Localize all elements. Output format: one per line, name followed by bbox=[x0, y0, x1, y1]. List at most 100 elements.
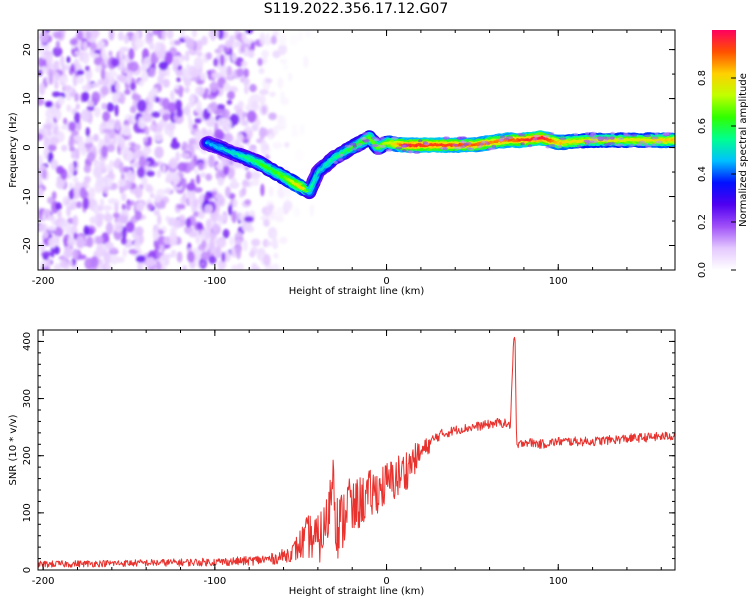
heatmap-cell bbox=[120, 92, 126, 105]
heatmap-cell bbox=[66, 56, 71, 64]
heatmap-cell bbox=[53, 263, 62, 270]
heatmap-cell bbox=[213, 129, 224, 140]
heatmap-cell bbox=[144, 126, 150, 136]
heatmap-cell bbox=[85, 30, 92, 40]
heatmap-cell bbox=[177, 214, 186, 228]
heatmap-cells bbox=[38, 30, 675, 270]
heatmap-cell bbox=[186, 182, 197, 192]
heatmap-cell bbox=[153, 131, 164, 142]
heatmap-cell bbox=[231, 52, 237, 63]
heatmap-cell bbox=[395, 146, 403, 150]
heatmap-cell bbox=[573, 132, 579, 136]
heatmap-cell bbox=[193, 187, 203, 193]
heatmap-cell bbox=[284, 142, 290, 148]
heatmap-cell bbox=[119, 161, 124, 174]
heatmap-cell bbox=[204, 228, 210, 241]
heatmap-cell bbox=[73, 176, 79, 183]
heatmap-cell bbox=[378, 144, 386, 148]
heatmap-cell bbox=[82, 197, 90, 210]
heatmap-cell bbox=[264, 36, 271, 44]
heatmap-cell bbox=[106, 102, 115, 112]
heatmap-cell bbox=[559, 137, 567, 141]
heatmap-cell bbox=[101, 47, 107, 60]
heatmap-cell bbox=[208, 255, 217, 265]
heatmap-cell bbox=[532, 137, 538, 141]
heatmap-cell bbox=[442, 147, 448, 151]
heatmap-cell bbox=[134, 186, 143, 199]
heatmap-cell bbox=[85, 68, 93, 81]
heatmap-cell bbox=[59, 55, 65, 67]
heatmap-cell bbox=[199, 72, 207, 81]
heatmap-cell bbox=[81, 91, 90, 102]
heatmap-cell bbox=[43, 123, 52, 130]
heatmap-cell bbox=[349, 142, 355, 146]
heatmap-cell bbox=[230, 246, 236, 256]
heatmap-cell bbox=[41, 243, 46, 252]
heatmap-cell bbox=[54, 123, 59, 136]
heatmap-cell bbox=[175, 151, 180, 163]
heatmap-cell bbox=[155, 41, 161, 53]
heatmap-cell bbox=[182, 192, 187, 204]
heatmap-cell bbox=[260, 183, 265, 197]
heatmap-cell bbox=[260, 139, 267, 153]
heatmap-cell bbox=[68, 189, 75, 200]
heatmap-cell bbox=[214, 202, 220, 214]
heatmap-cell bbox=[41, 213, 47, 222]
heatmap-cell bbox=[236, 68, 244, 77]
heatmap-cell bbox=[68, 182, 74, 190]
heatmap-cell bbox=[46, 226, 57, 232]
heatmap-cell bbox=[263, 219, 270, 227]
heatmap-cell bbox=[38, 57, 44, 68]
heatmap-cell bbox=[630, 133, 638, 137]
heatmap-cell bbox=[62, 196, 71, 207]
heatmap-cell bbox=[223, 163, 230, 176]
heatmap-cell bbox=[250, 171, 261, 180]
heatmap-cell bbox=[68, 260, 73, 267]
heatmap-cell bbox=[232, 199, 238, 208]
heatmap-cell bbox=[130, 82, 137, 91]
heatmap-cell bbox=[454, 146, 462, 150]
heatmap-cell bbox=[148, 67, 156, 78]
heatmap-cell bbox=[206, 52, 212, 60]
heatmap-cell bbox=[142, 113, 153, 123]
heatmap-cell bbox=[456, 136, 463, 140]
heatmap-cell bbox=[215, 163, 223, 169]
heatmap-cell bbox=[135, 255, 146, 263]
heatmap-cell bbox=[245, 125, 251, 132]
heatmap-cell bbox=[278, 33, 287, 47]
heatmap-cell bbox=[172, 58, 180, 68]
heatmap-cell bbox=[109, 253, 119, 265]
heatmap-cell bbox=[50, 247, 55, 258]
heatmap-cell bbox=[113, 212, 120, 219]
heatmap-cell bbox=[221, 214, 227, 222]
heatmap-cell bbox=[183, 106, 191, 116]
heatmap-cell bbox=[90, 256, 99, 269]
heatmap-cell bbox=[106, 144, 116, 153]
heatmap-cell bbox=[133, 150, 139, 161]
heatmap-cell bbox=[225, 119, 232, 131]
heatmap-cell bbox=[68, 162, 75, 175]
heatmap-cell bbox=[215, 238, 222, 245]
heatmap-cell bbox=[209, 101, 218, 113]
heatmap-cell bbox=[114, 202, 119, 214]
heatmap-cell bbox=[102, 111, 111, 122]
heatmap-cell bbox=[254, 118, 261, 127]
heatmap-cell bbox=[50, 136, 59, 146]
heatmap-cell bbox=[73, 232, 78, 240]
heatmap-cell bbox=[187, 113, 192, 122]
heatmap-cell bbox=[86, 78, 91, 91]
heatmap-cell bbox=[221, 252, 226, 263]
heatmap-cell bbox=[224, 39, 233, 49]
heatmap-cell bbox=[339, 153, 344, 157]
heatmap-cell bbox=[172, 48, 178, 56]
heatmap-cell bbox=[251, 238, 261, 247]
heatmap-cell bbox=[357, 143, 363, 146]
heatmap-cell bbox=[615, 143, 624, 147]
heatmap-cell bbox=[152, 229, 159, 241]
heatmap-cell bbox=[244, 223, 252, 232]
heatmap-cell bbox=[380, 136, 385, 140]
heatmap-cell bbox=[247, 49, 255, 59]
heatmap-cell bbox=[117, 178, 126, 187]
heatmap-cell bbox=[250, 262, 258, 270]
heatmap-cell bbox=[257, 57, 263, 67]
